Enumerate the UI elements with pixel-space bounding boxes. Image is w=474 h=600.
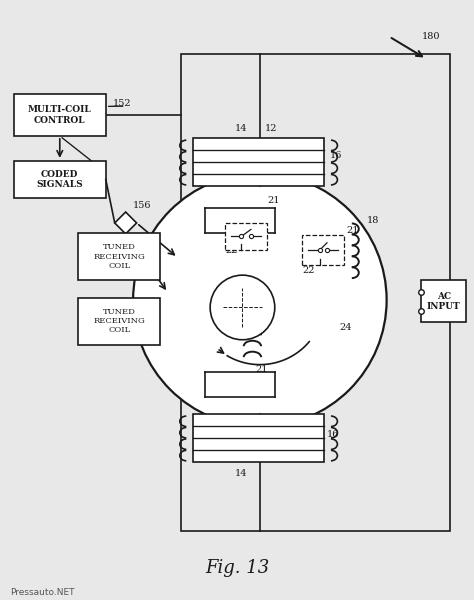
Bar [421, 280, 466, 322]
Text: 156: 156 [133, 201, 152, 210]
Text: 14: 14 [235, 124, 247, 133]
Text: 180: 180 [421, 32, 440, 41]
Text: 21: 21 [347, 226, 359, 235]
Text: AC
INPUT: AC INPUT [427, 292, 461, 311]
Polygon shape [115, 212, 137, 234]
Text: 152: 152 [113, 99, 132, 108]
Text: TUNED
RECEIVING
COIL: TUNED RECEIVING COIL [93, 308, 146, 334]
Text: 12: 12 [265, 124, 277, 133]
Text: 182: 182 [103, 241, 122, 250]
Text: CODED
SIGNALS: CODED SIGNALS [36, 170, 83, 189]
Text: 16: 16 [327, 430, 339, 439]
Bar [182, 54, 450, 531]
Bar [193, 415, 325, 461]
Text: 14: 14 [235, 469, 247, 478]
Text: 22: 22 [225, 246, 237, 255]
Text: 20: 20 [245, 310, 257, 319]
Bar [78, 233, 161, 280]
Text: Fig. 13: Fig. 13 [205, 559, 269, 577]
Bar [225, 223, 267, 250]
Text: 18: 18 [367, 216, 379, 225]
Circle shape [133, 173, 387, 427]
Text: 21: 21 [255, 365, 267, 374]
Text: TUNED
RECEIVING
COIL: TUNED RECEIVING COIL [93, 244, 146, 270]
Text: MULTI-COIL
CONTROL: MULTI-COIL CONTROL [28, 105, 91, 125]
Text: 22: 22 [302, 266, 315, 275]
Bar [14, 94, 106, 136]
Text: 16: 16 [329, 151, 342, 160]
Text: 24: 24 [339, 323, 352, 332]
Bar [78, 298, 161, 345]
Text: Pressauto.NET: Pressauto.NET [10, 588, 75, 597]
Bar [193, 139, 325, 185]
Bar [302, 235, 345, 265]
Circle shape [210, 275, 275, 340]
Text: 182: 182 [103, 305, 122, 314]
Bar [14, 161, 106, 198]
Text: 21: 21 [267, 196, 280, 205]
Text: 154: 154 [88, 161, 107, 170]
